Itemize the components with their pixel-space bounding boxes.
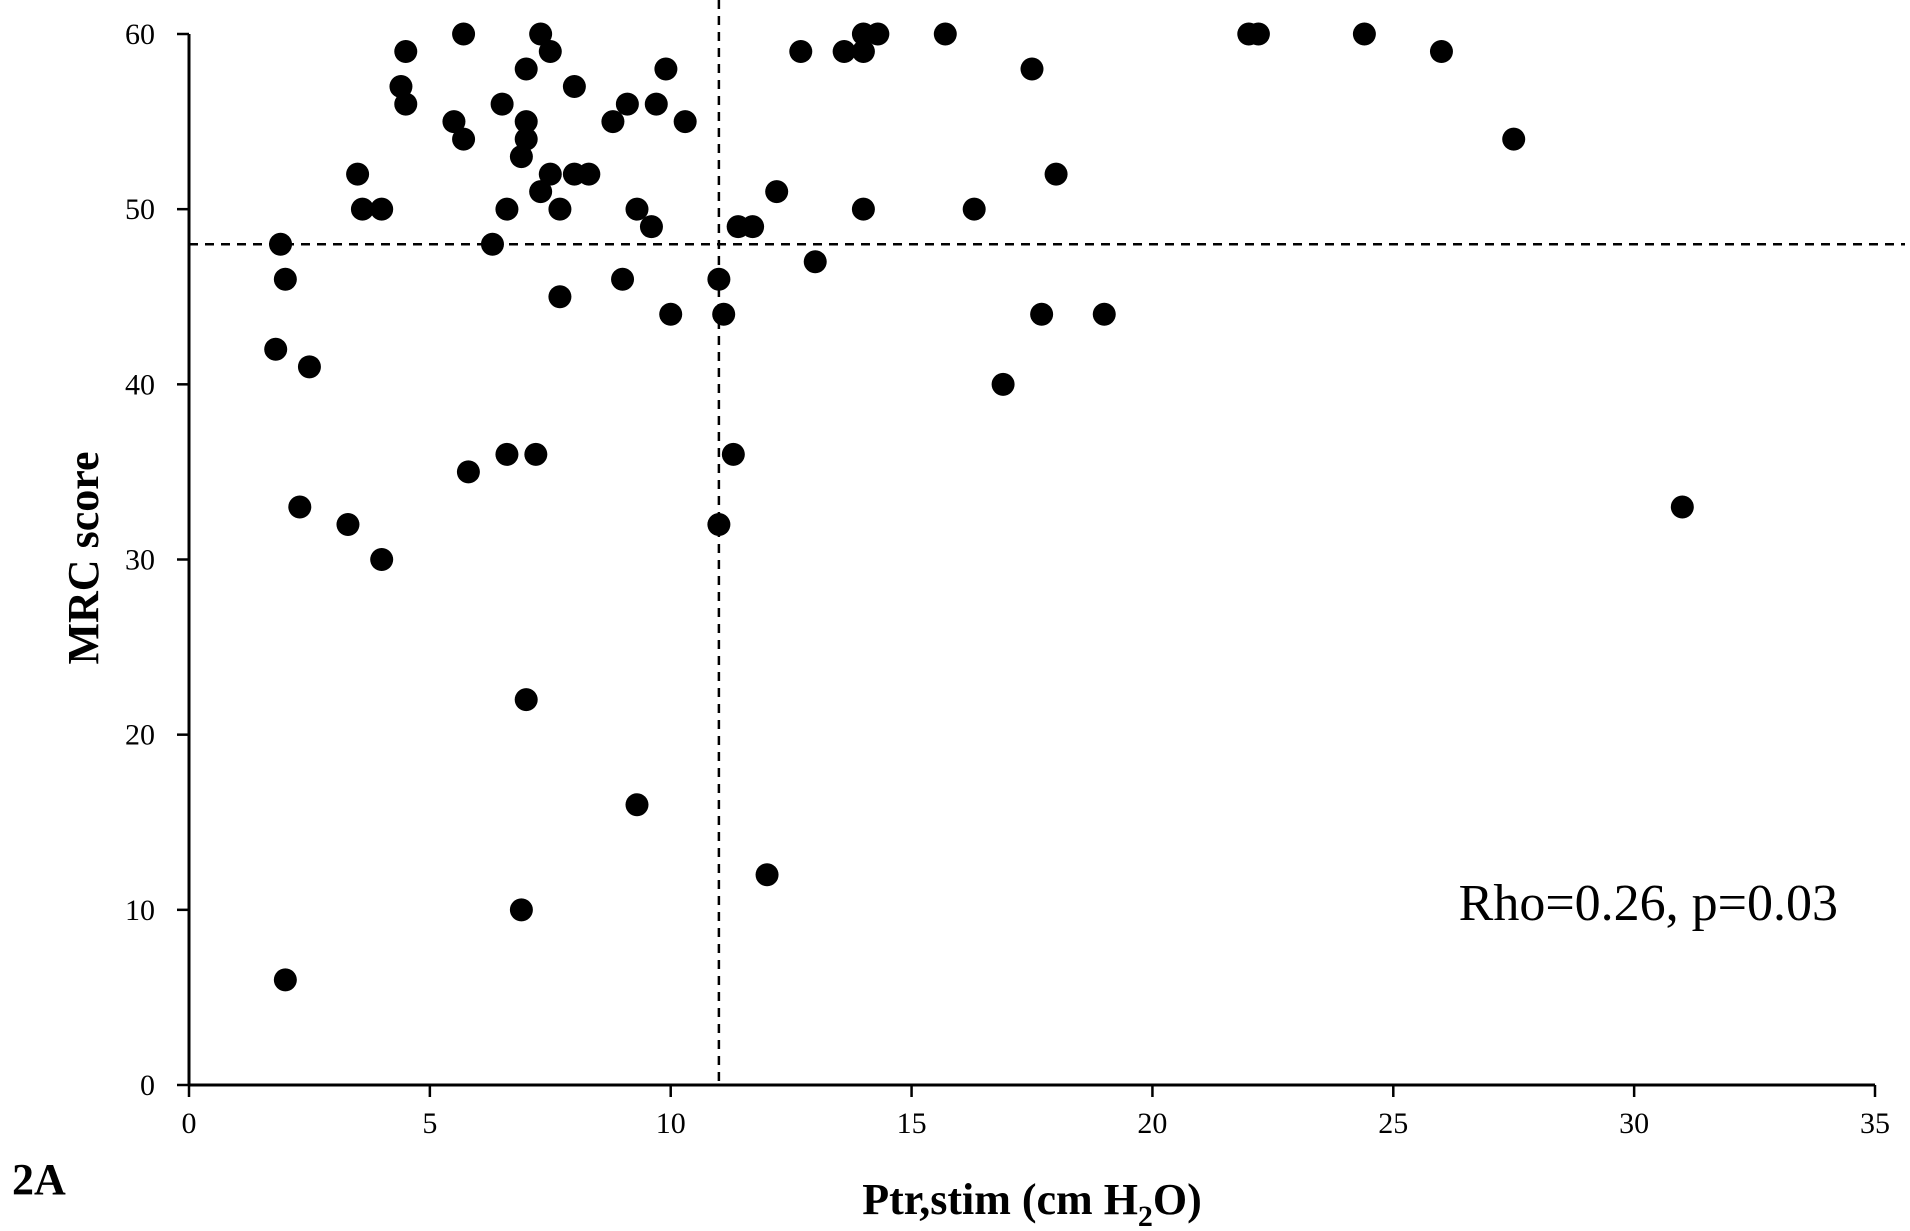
x-tick-label: 5 bbox=[422, 1107, 437, 1140]
x-tick-label: 20 bbox=[1137, 1107, 1167, 1140]
data-point bbox=[346, 162, 370, 186]
data-point bbox=[288, 495, 312, 519]
data-point bbox=[707, 267, 731, 291]
data-point bbox=[707, 512, 731, 536]
data-point bbox=[350, 197, 374, 221]
data-point bbox=[851, 40, 875, 64]
y-tick-label: 10 bbox=[125, 894, 155, 927]
data-point bbox=[615, 92, 639, 116]
data-point bbox=[1092, 302, 1116, 326]
data-point bbox=[1502, 127, 1526, 151]
y-axis-title: MRC score bbox=[59, 452, 108, 665]
data-point bbox=[1352, 22, 1376, 46]
data-point bbox=[495, 442, 519, 466]
data-point bbox=[370, 197, 394, 221]
data-point bbox=[514, 127, 538, 151]
data-point bbox=[789, 40, 813, 64]
data-point bbox=[264, 337, 288, 361]
data-point bbox=[803, 250, 827, 274]
data-point bbox=[654, 57, 678, 81]
data-point bbox=[336, 512, 360, 536]
data-point bbox=[1246, 22, 1270, 46]
data-point bbox=[851, 197, 875, 221]
data-point bbox=[509, 145, 533, 169]
data-point bbox=[755, 863, 779, 887]
x-axis-title-subscript: 2 bbox=[1138, 1200, 1153, 1231]
tick-marks bbox=[177, 32, 1877, 1097]
x-axis-title: Ptr,stim (cm H2O) bbox=[862, 1175, 1202, 1231]
x-axis-title-main: Ptr,stim (cm H bbox=[862, 1175, 1138, 1224]
data-point bbox=[991, 372, 1015, 396]
y-tick-label: 40 bbox=[125, 368, 155, 401]
data-point bbox=[962, 197, 986, 221]
data-point bbox=[514, 110, 538, 134]
tick-labels: 0 5 10 15 20 25 30 35 0 10 20 30 40 50 60 bbox=[125, 18, 1890, 1140]
data-point bbox=[490, 92, 514, 116]
x-tick-label: 10 bbox=[656, 1107, 686, 1140]
data-point bbox=[765, 180, 789, 204]
data-point bbox=[495, 197, 519, 221]
data-point bbox=[1030, 302, 1054, 326]
data-point bbox=[644, 92, 668, 116]
x-tick-label: 15 bbox=[897, 1107, 927, 1140]
y-tick-label: 30 bbox=[125, 544, 155, 577]
data-point bbox=[625, 793, 649, 817]
x-tick-label: 35 bbox=[1860, 1107, 1890, 1140]
data-point bbox=[297, 355, 321, 379]
y-tick-label: 60 bbox=[125, 18, 155, 51]
y-tick-label: 20 bbox=[125, 719, 155, 752]
data-point bbox=[548, 285, 572, 309]
data-point bbox=[394, 40, 418, 64]
data-point bbox=[514, 688, 538, 712]
data-point bbox=[625, 197, 649, 221]
data-point bbox=[529, 22, 553, 46]
data-point bbox=[389, 75, 413, 99]
data-point bbox=[538, 162, 562, 186]
data-point bbox=[452, 127, 476, 151]
y-tick-label: 0 bbox=[140, 1069, 155, 1102]
data-point bbox=[601, 110, 625, 134]
data-point bbox=[480, 232, 504, 256]
x-tick-label: 30 bbox=[1619, 1107, 1649, 1140]
panel-label: 2A bbox=[12, 1155, 66, 1204]
data-point bbox=[639, 215, 663, 239]
data-point bbox=[1670, 495, 1694, 519]
data-point bbox=[514, 57, 538, 81]
reference-lines bbox=[189, 0, 1905, 1085]
data-point bbox=[509, 898, 533, 922]
data-points bbox=[264, 22, 1694, 992]
data-point bbox=[659, 302, 683, 326]
data-point bbox=[370, 548, 394, 571]
y-tick-label: 50 bbox=[125, 193, 155, 226]
data-point bbox=[548, 197, 572, 221]
data-point bbox=[611, 267, 635, 291]
data-point bbox=[933, 22, 957, 46]
data-point bbox=[442, 110, 466, 134]
data-point bbox=[529, 180, 553, 204]
data-point bbox=[562, 75, 586, 99]
data-point bbox=[452, 22, 476, 46]
data-point bbox=[269, 232, 293, 256]
x-tick-label: 25 bbox=[1378, 1107, 1408, 1140]
data-point bbox=[456, 460, 480, 484]
data-point bbox=[273, 968, 297, 992]
x-axis-title-end: O) bbox=[1153, 1175, 1202, 1224]
data-point bbox=[1044, 162, 1068, 186]
data-point bbox=[673, 110, 697, 134]
x-tick-label: 0 bbox=[182, 1107, 197, 1140]
data-point bbox=[721, 442, 745, 466]
data-point bbox=[712, 302, 736, 326]
data-point bbox=[1020, 57, 1044, 81]
data-point bbox=[394, 92, 418, 116]
correlation-annotation: Rho=0.26, p=0.03 bbox=[1459, 875, 1838, 932]
data-point bbox=[577, 162, 601, 186]
data-point bbox=[524, 442, 548, 466]
data-point bbox=[832, 40, 856, 64]
data-point bbox=[1429, 40, 1453, 64]
data-point bbox=[538, 40, 562, 64]
data-point bbox=[273, 267, 297, 291]
data-point bbox=[741, 215, 765, 239]
data-point bbox=[866, 22, 890, 46]
